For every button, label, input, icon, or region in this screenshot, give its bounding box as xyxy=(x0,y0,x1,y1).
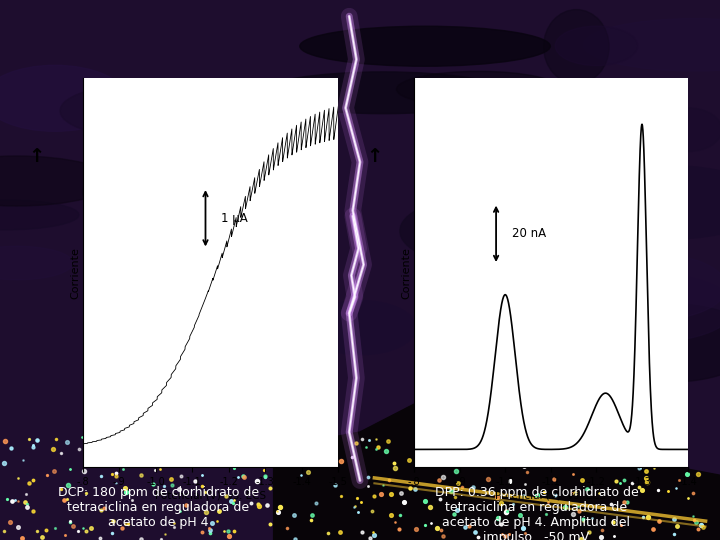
Ellipse shape xyxy=(116,130,207,199)
Text: DPP: 0.36 ppm de clorhidrato de
tetraciclina en reguladora de
acetato de pH 4. A: DPP: 0.36 ppm de clorhidrato de tetracic… xyxy=(435,486,638,540)
Y-axis label: Corriente: Corriente xyxy=(401,247,411,299)
Ellipse shape xyxy=(555,26,638,65)
Text: DCP: 180 ppm de clorhidrato de
tetraciclina en reguladora de
acetato de pH 4: DCP: 180 ppm de clorhidrato de tetracicl… xyxy=(58,486,259,529)
Ellipse shape xyxy=(583,304,720,382)
Ellipse shape xyxy=(0,156,113,206)
Ellipse shape xyxy=(544,10,609,84)
Ellipse shape xyxy=(0,65,126,131)
Ellipse shape xyxy=(261,318,336,383)
Ellipse shape xyxy=(189,229,279,278)
Ellipse shape xyxy=(583,18,720,71)
Polygon shape xyxy=(274,402,720,540)
Ellipse shape xyxy=(420,303,548,353)
Ellipse shape xyxy=(400,198,546,264)
Ellipse shape xyxy=(260,72,507,114)
Ellipse shape xyxy=(583,254,720,320)
Ellipse shape xyxy=(552,313,611,360)
Ellipse shape xyxy=(563,166,720,239)
Ellipse shape xyxy=(0,246,73,280)
Ellipse shape xyxy=(397,71,561,107)
Ellipse shape xyxy=(306,301,415,355)
Ellipse shape xyxy=(575,274,720,342)
Ellipse shape xyxy=(469,228,638,270)
Ellipse shape xyxy=(500,147,647,216)
Y-axis label: Corriente: Corriente xyxy=(70,247,80,299)
Text: ↑: ↑ xyxy=(366,146,382,166)
Ellipse shape xyxy=(300,26,550,66)
Ellipse shape xyxy=(217,292,331,368)
Ellipse shape xyxy=(531,87,617,150)
X-axis label: Potencial (V)  vs. ECS: Potencial (V) vs. ECS xyxy=(155,491,266,501)
Text: 20 nA: 20 nA xyxy=(513,227,546,240)
X-axis label: Potencial (V)  vs. ECS: Potencial (V) vs. ECS xyxy=(495,491,606,501)
Ellipse shape xyxy=(122,174,323,227)
Ellipse shape xyxy=(60,86,199,136)
Ellipse shape xyxy=(83,166,212,218)
Ellipse shape xyxy=(654,108,720,152)
Ellipse shape xyxy=(0,200,79,230)
Ellipse shape xyxy=(498,179,672,246)
Text: 1 μA: 1 μA xyxy=(221,212,248,225)
Text: ↑: ↑ xyxy=(28,146,44,166)
